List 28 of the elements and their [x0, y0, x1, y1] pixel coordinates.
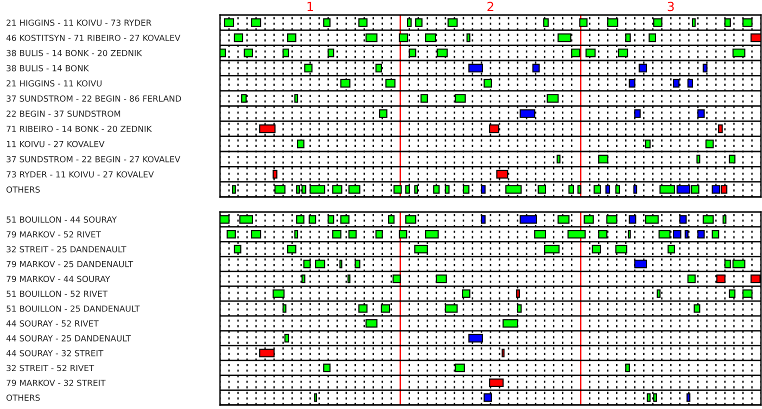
- y-tick-label: 71 RIBEIRO - 14 BONK - 20 ZEDNIK: [6, 126, 152, 132]
- y-tick-label: 51 BOUILLON - 44 SOURAY: [6, 216, 117, 223]
- y-tick-label: 44 SOURAY - 52 RIVET: [6, 320, 99, 327]
- y-tick-label: 79 MARKOV - 52 RIVET: [6, 231, 101, 238]
- y-tick-label: 73 RYDER - 11 KOIVU - 27 KOVALEV: [6, 171, 154, 178]
- y-tick-label: 37 SUNDSTROM - 22 BEGIN - 27 KOVALEV: [6, 156, 180, 162]
- y-tick-label: 21 HIGGINS - 11 KOIVU: [6, 80, 102, 87]
- y-tick-label: 37 SUNDSTROM - 22 BEGIN - 86 FERLAND: [6, 95, 181, 102]
- y-tick-label: 46 KOSTITSYN - 71 RIBEIRO - 27 KOVALEV: [6, 34, 180, 42]
- y-tick-label: 11 KOIVU - 27 KOVALEV: [6, 140, 104, 148]
- y-tick-label: 79 MARKOV - 25 DANDENAULT: [6, 260, 134, 268]
- y-tick-label: 32 STREIT - 25 DANDENAULT: [6, 246, 126, 252]
- x-tick-label: 2: [487, 2, 494, 12]
- y-tick-label: 32 STREIT - 52 RIVET: [6, 364, 94, 372]
- y-tick-label: 21 HIGGINS - 11 KOIVU - 73 RYDER: [6, 20, 152, 26]
- y-tick-label: 22 BEGIN - 37 SUNDSTROM: [6, 110, 120, 117]
- y-tick-label: 38 BULIS - 14 BONK - 20 ZEDNIK: [6, 50, 142, 56]
- y-tick-label: OTHERS: [6, 186, 40, 193]
- y-tick-label: 79 MARKOV - 44 SOURAY: [6, 276, 110, 282]
- y-tick-label: 51 BOUILLON - 25 DANDENAULT: [6, 305, 140, 312]
- x-tick-label: 1: [308, 2, 313, 12]
- y-tick-label: 38 BULIS - 14 BONK: [6, 65, 90, 72]
- y-tick-label: OTHERS: [6, 394, 40, 401]
- y-tick-label: 51 BOUILLON - 52 RIVET: [6, 290, 108, 297]
- y-tick-label: 44 SOURAY - 25 DANDENAULT: [6, 335, 131, 342]
- x-tick-label: 3: [668, 2, 674, 12]
- y-tick-label: 79 MARKOV - 32 STREIT: [6, 380, 106, 386]
- y-tick-label: 44 SOURAY - 32 STREIT: [6, 350, 104, 356]
